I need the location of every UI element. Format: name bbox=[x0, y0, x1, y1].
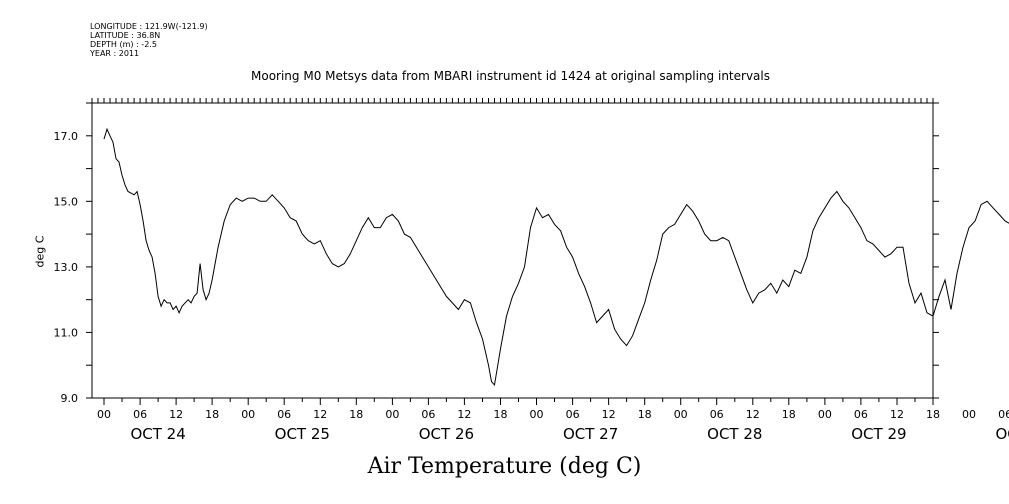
hour-tick-label: 12 bbox=[169, 408, 183, 421]
day-label: OCT 25 bbox=[275, 425, 330, 443]
hour-tick-label: 18 bbox=[205, 408, 219, 421]
day-label: OCT 26 bbox=[419, 425, 474, 443]
hour-tick-label: 06 bbox=[854, 408, 868, 421]
hour-tick-label: 00 bbox=[241, 408, 255, 421]
year-label: YEAR : 2011 bbox=[90, 49, 140, 58]
hour-tick-label: 12 bbox=[602, 408, 616, 421]
y-axis-labels: 9.0 11.0 13.0 15.0 17.0 bbox=[54, 130, 79, 405]
top-axis-ticks bbox=[91, 98, 934, 103]
y-axis-title: deg C bbox=[33, 235, 47, 268]
day-label: OCT 24 bbox=[130, 425, 185, 443]
hour-tick-label: 12 bbox=[457, 408, 471, 421]
hour-tick-label: 18 bbox=[782, 408, 796, 421]
day-label: OCT 30 bbox=[995, 425, 1009, 443]
hour-tick-label: 12 bbox=[890, 408, 904, 421]
hour-tick-label: 00 bbox=[818, 408, 832, 421]
hour-tick-label: 18 bbox=[349, 408, 363, 421]
y-tick-label: 17.0 bbox=[54, 130, 79, 143]
hour-tick-label: 00 bbox=[530, 408, 544, 421]
longitude-label: LONGITUDE : 121.9W(-121.9) bbox=[90, 22, 208, 31]
day-label: OCT 28 bbox=[707, 425, 762, 443]
hour-tick-label: 18 bbox=[926, 408, 940, 421]
depth-label: DEPTH (m) : -2.5 bbox=[90, 40, 157, 49]
chart-title-text: Mooring M0 Metsys data from MBARI instru… bbox=[251, 69, 770, 83]
hour-tick-labels: 00 06 12 18 00 06 12 18 00 06 12 18 00 06 12 18 00 06 12 18… bbox=[97, 408, 1009, 421]
hour-tick-label: 00 bbox=[385, 408, 399, 421]
bottom-axis-ticks bbox=[103, 398, 934, 405]
day-labels: OCT 24 OCT 25 OCT 26 OCT 27 OCT 28 OCT 29 OCT … bbox=[130, 425, 1009, 443]
hour-tick-label: 06 bbox=[421, 408, 435, 421]
x-axis-title: Air Temperature (deg C) bbox=[367, 454, 642, 479]
hour-tick-label: 00 bbox=[674, 408, 688, 421]
hour-tick-label: 18 bbox=[638, 408, 652, 421]
chart-title: Mooring M0 Metsys data from MBARI instru… bbox=[0, 69, 1009, 83]
hour-tick-label: 06 bbox=[710, 408, 724, 421]
y-tick-label: 13.0 bbox=[54, 261, 79, 274]
y-tick-label: 15.0 bbox=[54, 195, 79, 208]
hour-tick-label: 12 bbox=[313, 408, 327, 421]
y-tick-label: 11.0 bbox=[54, 326, 79, 339]
hour-tick-label: 18 bbox=[494, 408, 508, 421]
hour-tick-label: 06 bbox=[133, 408, 147, 421]
y-tick-label: 9.0 bbox=[61, 392, 79, 405]
hour-tick-label: 06 bbox=[998, 408, 1009, 421]
day-label: OCT 27 bbox=[563, 425, 618, 443]
hour-tick-label: 00 bbox=[97, 408, 111, 421]
day-label: OCT 29 bbox=[851, 425, 906, 443]
hour-tick-label: 00 bbox=[962, 408, 976, 421]
hour-tick-label: 06 bbox=[277, 408, 291, 421]
hour-tick-label: 06 bbox=[566, 408, 580, 421]
plot-frame bbox=[91, 102, 934, 399]
y-axis-ticks bbox=[86, 102, 939, 399]
latitude-label: LATITUDE : 36.8N bbox=[90, 31, 161, 40]
air-temperature-line bbox=[103, 127, 1009, 386]
hour-tick-label: 12 bbox=[746, 408, 760, 421]
